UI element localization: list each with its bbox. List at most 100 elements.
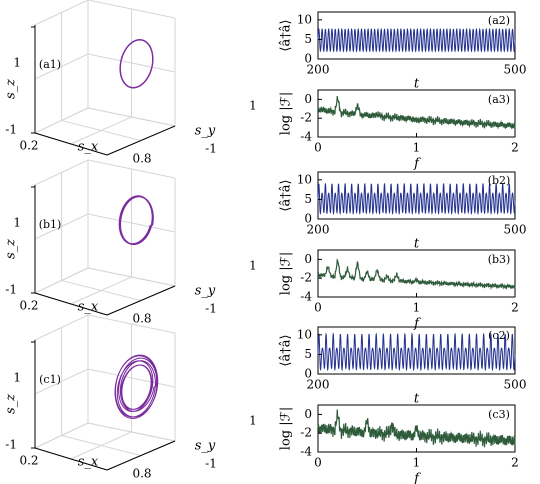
panel-c1-x-tick-label: 0.2 — [19, 454, 38, 468]
panel-c3-y-tick-label: 0 — [304, 407, 312, 421]
panel-b2-series-line — [317, 183, 516, 216]
panel-c2-xlabel: t — [414, 392, 420, 407]
panel-c1-y-tick-label: 1 — [249, 414, 257, 428]
panel-b3-x-tick-label: 0 — [314, 301, 322, 315]
panel-a3-x-tick-label: 0 — [314, 141, 322, 155]
panel-c1-y-tick-label: -1 — [205, 457, 217, 471]
panel-c1-ylabel: s_y — [195, 439, 216, 454]
panel-b1-x-tick-label: 0.2 — [19, 299, 38, 313]
panel-a3-x-tick-label: 2 — [511, 141, 519, 155]
panel-a2-xlabel: t — [414, 77, 420, 92]
panel-c3-label: (c3) — [488, 408, 510, 421]
panel-b2-xlabel: t — [414, 237, 420, 252]
panel-a2-series-line — [317, 27, 516, 53]
panel-a1-zlabel: s_z — [4, 79, 19, 99]
panel-b1-x-tick-label: 0.8 — [132, 312, 151, 326]
panel-b1-z-tick-label: 1 — [13, 216, 21, 230]
panel-b3-x-tick-label: 1 — [413, 301, 421, 315]
panel-a1-x-tick-label: 0.2 — [19, 139, 38, 153]
panel-a1-xlabel: s_x — [78, 140, 99, 155]
panel-a1-y-axis — [106, 125, 176, 156]
panel-c1-x-axis — [34, 447, 108, 471]
panel-a1-trajectory — [119, 39, 154, 89]
panel-a3-xlabel: f — [413, 157, 421, 172]
panel-b3-label: (b3) — [488, 253, 511, 266]
panel-c1-x-tick-label: 0.8 — [132, 467, 151, 481]
panel-a1-x-axis — [34, 132, 108, 156]
panel-c3-y-tick-label: -4 — [300, 445, 312, 459]
panel-a2-x-tick-label: 200 — [307, 63, 330, 77]
panel-a1-label: (a1) — [39, 58, 61, 71]
panel-b3-y-tick-label: -2 — [300, 271, 312, 285]
panel-b1-ylabel: s_y — [195, 284, 216, 299]
panel-c3-y-tick-label: -2 — [300, 426, 312, 440]
panel-c1-zlabel: s_z — [4, 394, 19, 414]
panel-c2-y-tick-label: 5 — [304, 347, 312, 361]
panel-a2-y-tick-label: 0 — [304, 52, 312, 66]
panel-c1-y-axis — [106, 440, 176, 471]
panel-c2-y-tick-label: 0 — [304, 367, 312, 381]
panel-c2-series-line — [317, 332, 516, 372]
panel-c3-x-tick-label: 2 — [511, 456, 519, 470]
panel-a2-y-tick-label: 5 — [304, 32, 312, 46]
panel-b1-label: (b1) — [39, 218, 62, 231]
panel-a1-z-tick-label: 1 — [13, 56, 21, 70]
panel-a1-x-tick-label: 0.8 — [132, 152, 151, 166]
panel-c3-spectrum-line — [317, 409, 516, 448]
panel-a1-grid-line — [70, 116, 132, 145]
panel-a2-ylabel: ⟨â†â⟩ — [279, 19, 294, 51]
panel-b3-ylabel: log |ℱ| — [279, 252, 294, 295]
panel-a2-label: (a2) — [488, 14, 510, 27]
panel-c1-z-tick-label: 1 — [13, 371, 21, 385]
panel-a2-x-tick-label: 500 — [504, 63, 527, 77]
panel-b1-zlabel: s_z — [4, 239, 19, 259]
panel-b1-x-axis — [34, 292, 108, 316]
panel-b3-y-tick-label: -4 — [300, 290, 312, 304]
panel-c1-z-tick-label: -1 — [5, 438, 17, 452]
panel-b2-y-tick-label: 10 — [297, 172, 312, 186]
panel-c1-label: (c1) — [39, 373, 61, 386]
panel-a1-y-tick-label: 1 — [249, 99, 257, 113]
panel-b1-xlabel: s_x — [78, 300, 99, 315]
panel-b3-frame — [317, 249, 516, 298]
panel-c1-grid-line — [70, 431, 132, 460]
panel-c1-xlabel: s_x — [78, 455, 99, 470]
panel-b2-y-tick-label: 5 — [304, 192, 312, 206]
panel-a1-y-tick-label: -1 — [205, 142, 217, 156]
panel-b3-x-tick-label: 2 — [511, 301, 519, 315]
panel-b3-y-tick-label: 0 — [304, 252, 312, 266]
panel-a3-label: (a3) — [488, 93, 510, 106]
panel-a3-ylabel: log |ℱ| — [279, 92, 294, 135]
panel-c2-x-tick-label: 200 — [307, 378, 330, 392]
panel-b3-spectrum-line — [317, 258, 516, 291]
panel-b2-label: (b2) — [488, 174, 511, 187]
panel-b1-y-axis — [106, 285, 176, 316]
panel-a3-y-tick-label: -4 — [300, 130, 312, 144]
panel-c3-ylabel: log |ℱ| — [279, 407, 294, 450]
panel-a1-ylabel: s_y — [195, 124, 216, 139]
panel-c2-y-tick-label: 10 — [297, 327, 312, 341]
panel-a3-y-tick-label: 0 — [304, 92, 312, 106]
panel-a3-y-tick-label: -2 — [300, 111, 312, 125]
panel-b2-ylabel: ⟨â†â⟩ — [279, 179, 294, 211]
panel-b1-y-tick-label: 1 — [249, 259, 257, 273]
panel-a2-y-tick-label: 10 — [297, 12, 312, 26]
panel-b3-xlabel: f — [413, 317, 421, 332]
panel-b1-grid-line — [70, 276, 132, 305]
panel-c2-ylabel: ⟨â†â⟩ — [279, 334, 294, 366]
panel-b2-x-tick-label: 200 — [307, 223, 330, 237]
panel-b1-y-tick-label: -1 — [205, 302, 217, 316]
panel-b2-y-tick-label: 0 — [304, 212, 312, 226]
panel-c2-label: (c2) — [488, 329, 510, 342]
panel-a3-spectrum-line — [317, 95, 516, 130]
panel-b1-trajectory — [118, 195, 154, 246]
panel-b2-x-tick-label: 500 — [504, 223, 527, 237]
panel-c3-x-tick-label: 0 — [314, 456, 322, 470]
panel-c2-x-tick-label: 500 — [504, 378, 527, 392]
panel-b1-z-tick-label: -1 — [5, 283, 17, 297]
panel-c1-trajectory — [114, 354, 159, 419]
panel-c3-xlabel: f — [413, 472, 421, 484]
panel-c3-x-tick-label: 1 — [413, 456, 421, 470]
panel-a1-z-tick-label: -1 — [5, 123, 17, 137]
